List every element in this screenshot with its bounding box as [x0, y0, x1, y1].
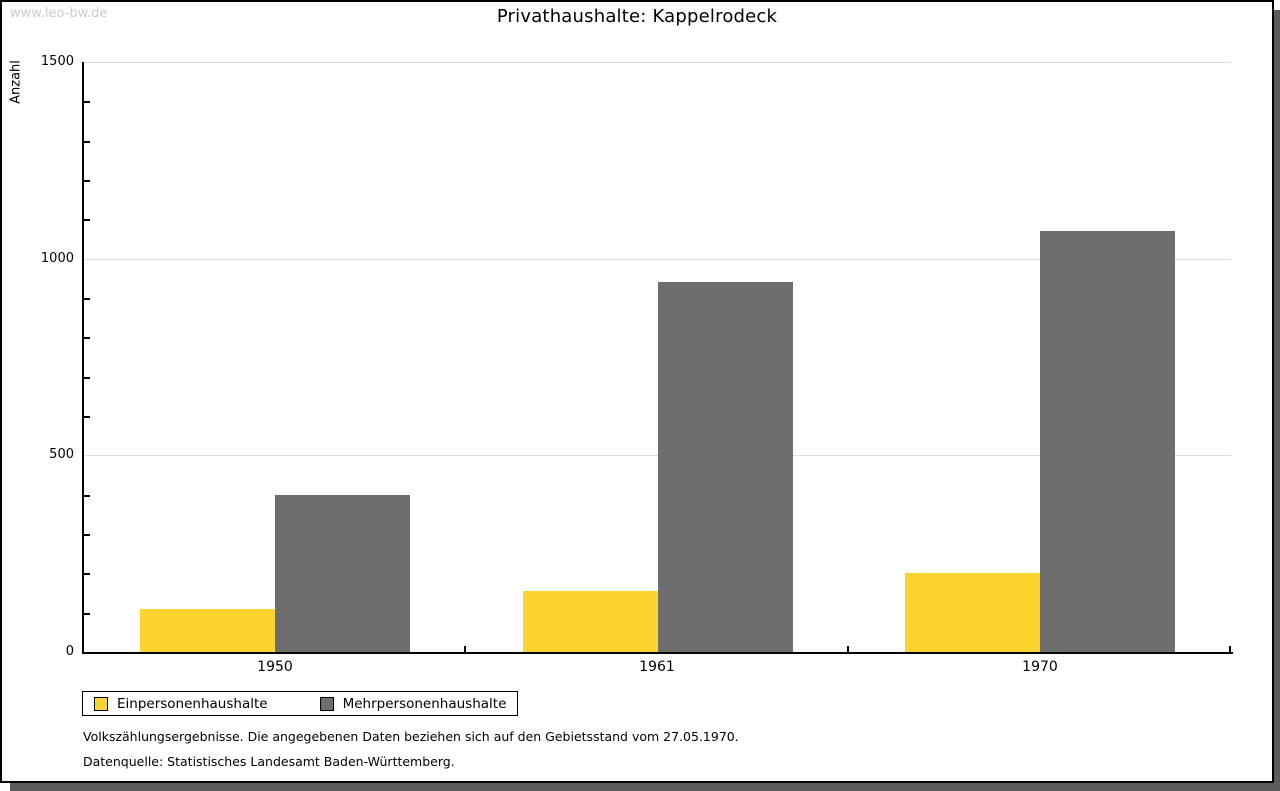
legend-label: Einpersonenhaushalte — [117, 695, 268, 712]
x-axis-tick — [847, 646, 849, 652]
legend: Einpersonenhaushalte Mehrpersonenhaushalt… — [82, 691, 519, 716]
bar-einpersonenhaushalte-1970 — [905, 573, 1040, 652]
legend-label: Mehrpersonenhaushalte — [342, 695, 507, 712]
y-minor-tick — [84, 495, 90, 497]
gridline-1000 — [84, 259, 1231, 260]
y-minor-tick — [84, 298, 90, 300]
y-tick-label: 1000 — [40, 251, 74, 266]
y-minor-tick — [84, 573, 90, 575]
x-tick-label: 1950 — [257, 659, 293, 675]
legend-item: Mehrpersonenhaushalte — [319, 695, 507, 712]
y-minor-tick — [84, 180, 90, 182]
y-minor-tick — [84, 534, 90, 536]
footnote-census-note: Volkszählungsergebnisse. Die angegebenen… — [83, 729, 739, 744]
y-minor-tick — [84, 219, 90, 221]
y-tick-label: 1500 — [40, 54, 74, 69]
footnote-data-source: Datenquelle: Statistisches Landesamt Bad… — [83, 754, 455, 769]
y-minor-tick — [84, 377, 90, 379]
bar-mehrpersonenhaushalte-1950 — [275, 495, 410, 652]
bar-mehrpersonenhaushalte-1970 — [1040, 231, 1175, 652]
x-tick-label: 1970 — [1022, 659, 1058, 675]
legend-swatch-mehrpersonenhaushalte — [319, 696, 334, 711]
chart-title: Privathaushalte: Kappelrodeck — [496, 6, 778, 27]
x-axis-tick — [464, 646, 466, 652]
bar-einpersonenhaushalte-1950 — [140, 609, 275, 652]
plot-area: 0 500 1000 1500 1950 1961 1970 — [41, 54, 1233, 675]
watermark-url: www.leo-bw.de — [10, 6, 108, 21]
y-minor-tick — [84, 141, 90, 143]
legend-item: Einpersonenhaushalte — [94, 696, 268, 712]
x-tick-label: 1961 — [639, 659, 675, 675]
gridline-1500 — [84, 62, 1231, 63]
bar-mehrpersonenhaushalte-1961 — [658, 282, 793, 652]
y-minor-tick — [84, 416, 90, 418]
y-tick-label: 0 — [65, 644, 74, 659]
y-tick-label: 500 — [49, 447, 74, 462]
y-minor-tick — [84, 101, 90, 103]
y-minor-tick — [84, 613, 90, 615]
y-minor-tick — [84, 337, 90, 339]
legend-swatch-einpersonenhaushalte — [94, 696, 108, 711]
gridline-500 — [84, 455, 1231, 456]
bar-einpersonenhaushalte-1961 — [523, 591, 658, 652]
x-axis-tick — [1229, 646, 1231, 652]
